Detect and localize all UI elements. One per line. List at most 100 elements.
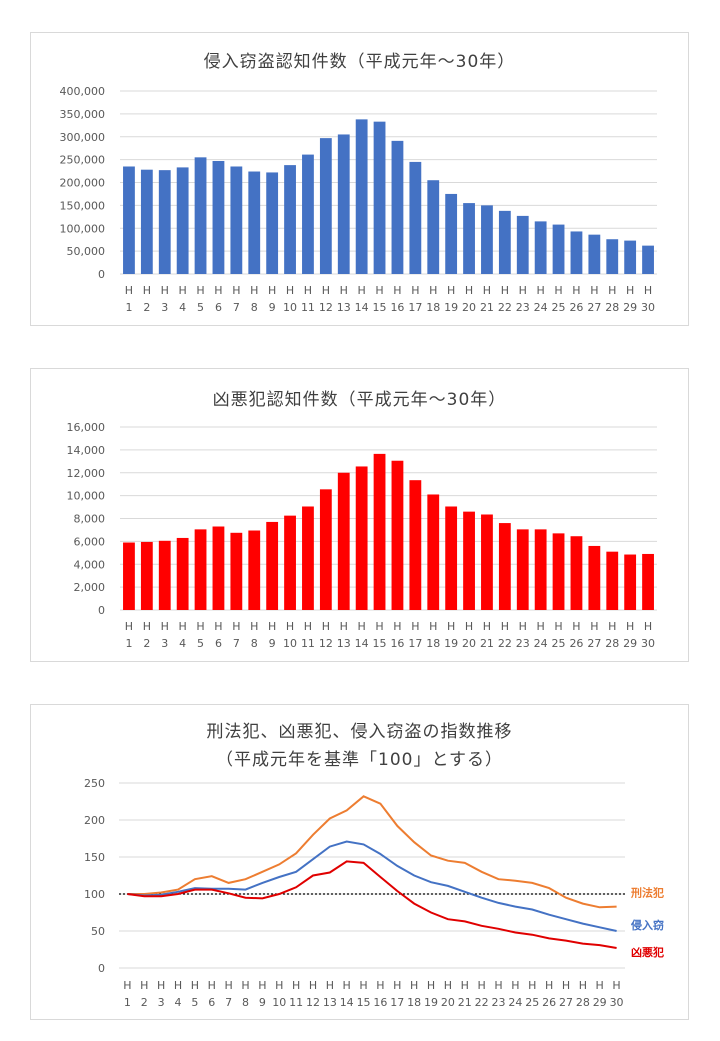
- bar: [319, 489, 332, 610]
- x-tick-label: H 29: [623, 284, 637, 314]
- series-line: [127, 795, 617, 909]
- x-tick-label: H 22: [475, 979, 489, 1009]
- y-tick-label: 150: [84, 851, 105, 864]
- chart-panel-index: 刑法犯、凶悪犯、侵入窃盗の指数推移 （平成元年を基準「100」とする） 0 50 1…: [30, 704, 689, 1020]
- bar: [373, 121, 386, 274]
- y-tick-label: 12,000: [67, 467, 106, 480]
- x-tick-label: H 18: [407, 979, 421, 1009]
- x-tick-label: H 30: [641, 284, 655, 314]
- x-tick-label: H 13: [337, 284, 351, 314]
- bar: [355, 119, 368, 275]
- bar: [123, 166, 135, 274]
- bar: [319, 138, 332, 274]
- bar: [248, 171, 261, 274]
- x-tick-label: H 17: [408, 284, 422, 314]
- bar: [284, 165, 296, 274]
- bar: [588, 234, 601, 274]
- x-tick-label: H 22: [498, 620, 512, 650]
- bar: [194, 529, 207, 610]
- x-tick-label: H 18: [426, 620, 440, 650]
- bar: [570, 231, 583, 274]
- x-tick-label: H 11: [301, 284, 315, 314]
- x-tick-label: H 18: [426, 284, 440, 314]
- bar: [445, 506, 458, 610]
- x-tick-label: H 28: [605, 620, 619, 650]
- chart-subtitle: （平成元年を基準「100」とする）: [216, 750, 503, 770]
- violent-crime-bar-chart: 0 2,000 4,000 6,000 8,000 10,000 12,000 14,000 1…: [67, 421, 657, 650]
- bar: [248, 530, 261, 610]
- x-tick-label: H 15: [357, 979, 371, 1009]
- x-tick-label: H 26: [569, 620, 583, 650]
- bar: [194, 157, 207, 274]
- x-tick-label: H 23: [516, 284, 530, 314]
- y-tick-label: 6,000: [74, 535, 106, 548]
- x-tick-label: H 13: [323, 979, 337, 1009]
- bar: [302, 154, 314, 274]
- bar: [230, 532, 243, 610]
- x-tick-label: H 29: [623, 620, 637, 650]
- y-tick-label: 0: [98, 604, 105, 617]
- x-tick-label: H 27: [559, 979, 573, 1009]
- x-tick-label: H 20: [462, 620, 476, 650]
- series-line: [127, 860, 617, 949]
- bar: [337, 134, 350, 274]
- bar: [606, 551, 619, 610]
- chart-title: 侵入窃盗認知件数（平成元年～30年）: [203, 52, 516, 72]
- y-tick-label: 100,000: [60, 222, 106, 235]
- y-tick-label: 0: [98, 962, 105, 975]
- x-tick-label: H 16: [390, 620, 404, 650]
- y-tick-label: 200,000: [60, 177, 106, 190]
- x-tick-label: H 11: [289, 979, 303, 1009]
- bar: [158, 540, 171, 610]
- chart-title: 凶悪犯認知件数（平成元年～30年）: [212, 390, 507, 410]
- bar: [212, 160, 225, 274]
- bar: [176, 537, 189, 610]
- bar: [534, 221, 547, 274]
- x-tick-label: H 25: [552, 620, 566, 650]
- x-tick-label: H 19: [444, 620, 458, 650]
- y-tick-label: 16,000: [67, 421, 106, 434]
- bar: [140, 169, 153, 274]
- x-tick-label: H 28: [576, 979, 590, 1009]
- bar: [302, 506, 314, 610]
- bar: [445, 193, 458, 274]
- x-tick-label: H 20: [462, 284, 476, 314]
- bar: [552, 224, 565, 274]
- bar: [212, 526, 225, 610]
- x-tick-label: H 10: [283, 620, 297, 650]
- x-tick-label: H 19: [424, 979, 438, 1009]
- bar: [534, 529, 547, 610]
- bar: [337, 472, 350, 610]
- bar: [516, 529, 529, 610]
- x-tick-label: H 17: [408, 620, 422, 650]
- x-tick-label: H 15: [373, 620, 387, 650]
- x-tick-label: H 19: [444, 284, 458, 314]
- y-tick-label: 8,000: [74, 513, 106, 526]
- y-tick-label: 4,000: [74, 558, 106, 571]
- x-tick-label: H 20: [441, 979, 455, 1009]
- burglary-bar-chart: 0 50,000 100,000 150,000 200,000 250,000 300,0…: [60, 85, 657, 314]
- x-tick-label: H 10: [272, 979, 286, 1009]
- x-tick-label: H 25: [552, 284, 566, 314]
- x-tick-label: H 12: [319, 620, 333, 650]
- bar: [481, 514, 493, 610]
- x-tick-label: H 22: [498, 284, 512, 314]
- bar: [123, 542, 135, 610]
- bar: [427, 494, 440, 610]
- series-label: 侵入窃: [630, 918, 664, 932]
- bar: [463, 203, 475, 274]
- bar: [588, 545, 601, 610]
- x-tick-label: H 16: [390, 284, 404, 314]
